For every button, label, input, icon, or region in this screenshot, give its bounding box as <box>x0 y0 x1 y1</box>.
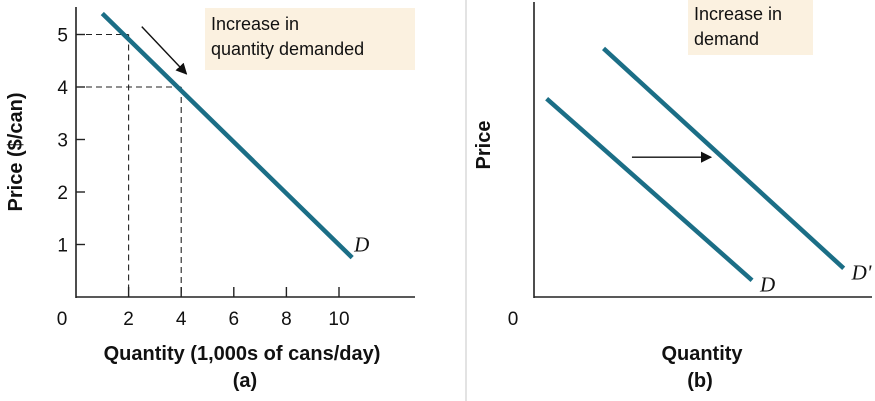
panel-a-x-tick-label: 10 <box>328 309 349 330</box>
panel-a-demand-line <box>100 11 354 260</box>
panel-a-demand-label: D <box>353 233 369 257</box>
panel-b-y-axis-title: Price <box>473 121 495 170</box>
panel-a-annotation-line-2: quantity demanded <box>211 39 364 59</box>
panel-b-demand-line-d-label: D <box>759 272 775 296</box>
panel-a-chart: Increase in quantity demanded 1 2 3 4 5 2 4 6 8… <box>5 7 415 392</box>
panel-b-demand-line-d-prime <box>602 46 846 270</box>
panel-a-label: (a) <box>233 370 257 392</box>
panel-a-y-tick-label: 5 <box>57 26 68 47</box>
panel-a-y-axis-title: Price ($/can) <box>5 93 27 212</box>
panel-a-y-tick-label: 3 <box>57 131 68 152</box>
panel-b-origin-label: 0 <box>508 309 519 330</box>
panel-a-y-tick-label: 1 <box>57 236 68 257</box>
panel-a-origin-label: 0 <box>57 309 68 330</box>
panel-b-annotation-line-1: Increase in <box>694 4 782 24</box>
panel-b-demand-line-d <box>545 96 754 282</box>
panel-a-annotation-arrow <box>141 26 188 75</box>
panel-a-y-tick-label: 2 <box>57 183 68 204</box>
panel-b-x-axis-title: Quantity <box>661 343 743 365</box>
panel-b-annotation-box <box>688 0 813 55</box>
panel-a-annotation-line-1: Increase in <box>211 14 299 34</box>
panel-a-annotation-box <box>205 8 415 70</box>
panel-a-x-tick-label: 4 <box>176 309 187 330</box>
panel-a-x-tick-label: 6 <box>229 309 240 330</box>
panel-b-demand-line-d-prime-label: D' <box>851 260 872 284</box>
panel-b-label: (b) <box>687 370 713 392</box>
panel-b-chart: Increase in demand D D' 0 Quantity Price … <box>473 0 872 392</box>
panel-a-y-tick-label: 4 <box>57 78 68 99</box>
panel-a-x-tick-label: 2 <box>123 309 134 330</box>
panel-a-x-tick-label: 8 <box>281 309 292 330</box>
panel-divider <box>465 0 467 401</box>
panel-b-annotation-line-2: demand <box>694 29 759 49</box>
panel-a-x-axis-title: Quantity (1,000s of cans/day) <box>104 343 381 365</box>
